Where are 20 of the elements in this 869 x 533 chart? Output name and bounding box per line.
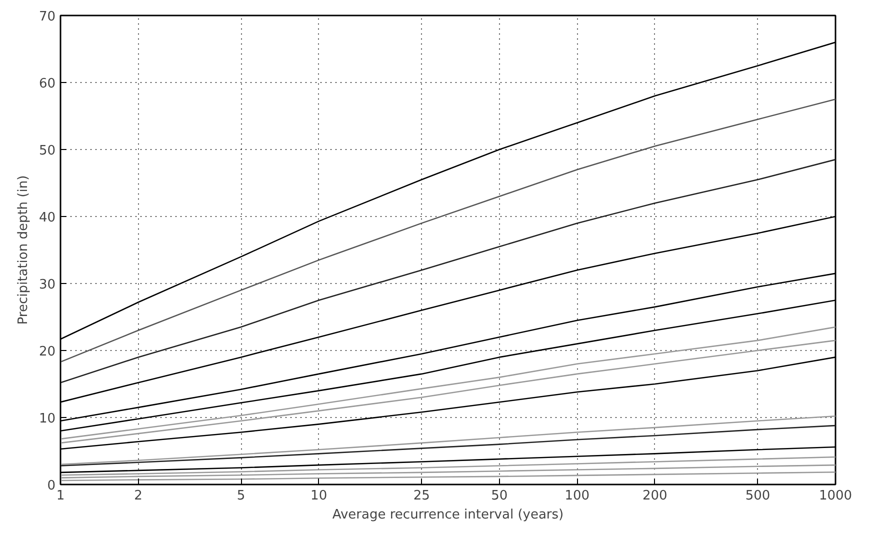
- x-tick-label: 1: [56, 488, 65, 504]
- x-tick-label: 200: [642, 488, 668, 504]
- y-tick-label: 70: [38, 10, 56, 24]
- x-tick-label: 100: [564, 488, 590, 504]
- x-tick-label: 1000: [818, 488, 852, 504]
- y-tick-label: 30: [38, 278, 56, 292]
- y-axis-title: Precipitation depth (in): [16, 175, 31, 325]
- x-tick-label: 25: [413, 488, 430, 504]
- x-tick-label: 500: [745, 488, 770, 504]
- y-tick-label: 0: [47, 478, 56, 494]
- x-tick-label: 5: [236, 488, 246, 504]
- y-tick-label: 60: [38, 76, 56, 92]
- x-tick-label: 50: [491, 488, 508, 504]
- x-tick-label: 10: [310, 488, 328, 504]
- x-axis-title: Average recurrence interval (years): [332, 508, 564, 522]
- y-tick-label: 10: [38, 412, 56, 426]
- y-tick-label: 50: [38, 144, 56, 158]
- x-tick-label: 2: [134, 488, 142, 504]
- y-tick-label: 20: [38, 344, 56, 360]
- y-tick-label: 40: [38, 210, 56, 226]
